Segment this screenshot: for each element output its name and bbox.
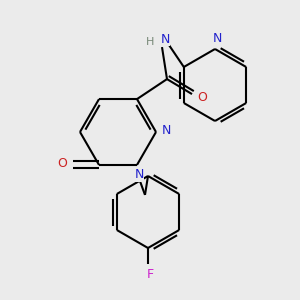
Text: O: O	[197, 91, 207, 103]
Text: F: F	[146, 268, 154, 281]
Text: N: N	[161, 124, 171, 136]
Text: N: N	[212, 32, 222, 46]
Text: H: H	[146, 37, 154, 47]
Text: O: O	[57, 158, 67, 170]
Text: N: N	[134, 168, 144, 182]
Text: N: N	[160, 33, 170, 46]
